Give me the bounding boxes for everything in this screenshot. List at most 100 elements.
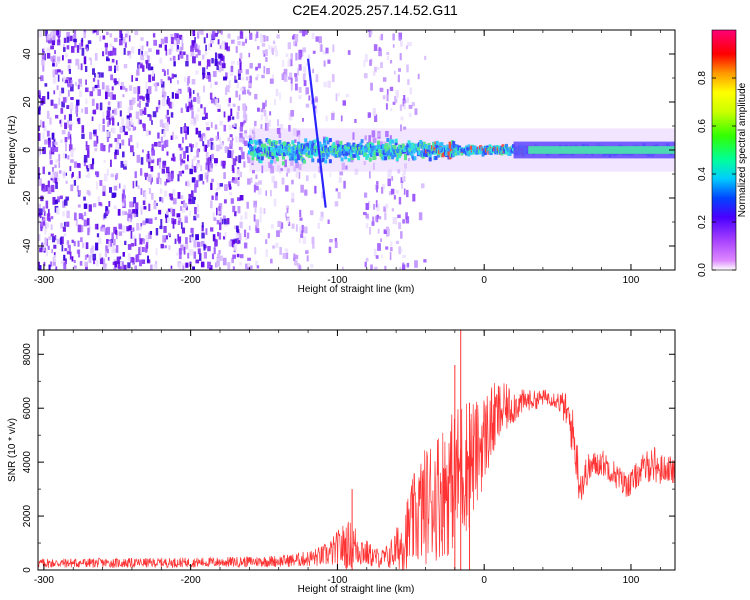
heatmap-cell [363, 192, 368, 198]
heatmap-cell [62, 55, 64, 61]
heatmap-cell [92, 253, 97, 261]
heatmap-cell [214, 52, 218, 60]
heatmap-cell [211, 195, 214, 200]
heatmap-cell [209, 137, 214, 142]
heatmap-cell [92, 86, 95, 92]
heatmap-cell [39, 119, 42, 128]
heatmap-cell [151, 192, 154, 200]
heatmap-cell [158, 157, 162, 163]
heatmap-cell [329, 238, 333, 243]
heatmap-cell [130, 231, 133, 239]
heatmap-cell [298, 49, 303, 58]
heatmap-cell [81, 125, 85, 133]
heatmap-cell [72, 147, 76, 151]
heatmap-cell [38, 146, 42, 155]
heatmap-cell [266, 122, 269, 131]
heatmap-cell [236, 111, 240, 120]
heatmap-cell [290, 53, 293, 60]
heatmap-cell [253, 126, 256, 134]
heatmap-cell [46, 52, 51, 59]
heatmap-cell [50, 177, 54, 181]
heatmap-cell [117, 139, 120, 144]
heatmap-cell [156, 177, 159, 185]
heatmap-cell [176, 252, 180, 256]
heatmap-cell [247, 178, 251, 185]
heatmap-cell [204, 134, 207, 141]
heatmap-cell [63, 153, 67, 159]
heatmap-band-cell [386, 137, 390, 142]
heatmap-cell [75, 106, 78, 114]
heatmap-cell [207, 43, 211, 51]
heatmap-cell [40, 226, 43, 232]
heatmap-cell [102, 191, 106, 196]
heatmap-band-cell [368, 157, 372, 162]
heatmap-cell [109, 143, 113, 148]
heatmap-cell [137, 93, 140, 102]
heatmap-cell [85, 242, 89, 250]
heatmap-band-cell [303, 159, 307, 164]
heatmap-cell [152, 111, 157, 118]
heatmap-cell [47, 209, 50, 217]
heatmap-cell [210, 98, 215, 104]
heatmap-cell [237, 197, 241, 202]
heatmap-cell [163, 225, 167, 233]
heatmap-cell [119, 30, 123, 38]
heatmap-cell [178, 34, 183, 40]
heatmap-cell [285, 252, 289, 260]
heatmap-cell [147, 55, 150, 63]
heatmap-cell [164, 181, 167, 186]
heatmap-cell [73, 179, 77, 186]
heatmap-cell [404, 163, 407, 170]
heatmap-cell [151, 69, 155, 77]
heatmap-cell [52, 76, 57, 84]
heatmap-cell [203, 37, 206, 44]
colorbar-tick-label: 0.0 [697, 263, 708, 277]
heatmap-cell [341, 162, 345, 170]
heatmap-cell [195, 213, 200, 218]
heatmap-cell [180, 127, 183, 134]
heatmap-cell [219, 255, 223, 262]
heatmap-band-cell [432, 142, 436, 147]
heatmap-band-cell [263, 144, 267, 149]
heatmap-cell [49, 150, 51, 155]
heatmap-cell [108, 144, 111, 153]
heatmap-cell [106, 168, 109, 176]
heatmap-cell [195, 142, 198, 148]
heatmap-cell [237, 205, 241, 214]
heatmap-cell [230, 198, 234, 204]
heatmap-cell [305, 103, 310, 108]
heatmap-cell [191, 196, 196, 205]
heatmap-cell [209, 155, 212, 162]
heatmap-cell [366, 217, 370, 221]
heatmap-cell [130, 256, 135, 263]
heatmap-cell [181, 137, 184, 144]
heatmap-cell [281, 73, 285, 81]
heatmap-cell [111, 192, 116, 198]
heatmap-cell [97, 79, 100, 88]
heatmap-cell [56, 56, 61, 62]
heatmap-cell [372, 108, 376, 116]
heatmap-cell [291, 198, 295, 203]
heatmap-cell [147, 156, 152, 164]
heatmap-cell [196, 96, 201, 104]
heatmap-cell [79, 261, 83, 266]
heatmap-cell [327, 80, 331, 88]
heatmap-cell [172, 189, 176, 197]
heatmap-cell [279, 92, 281, 100]
heatmap-cell [116, 149, 120, 155]
heatmap-cell [86, 218, 90, 226]
heatmap-band-cell [270, 146, 274, 151]
heatmap-cell [50, 45, 54, 50]
heatmap-cell [109, 43, 113, 47]
heatmap-cell [115, 142, 120, 150]
heatmap-cell [148, 161, 151, 169]
heatmap-cell [406, 189, 409, 198]
heatmap-cell [38, 234, 41, 241]
heatmap-cell [240, 122, 244, 127]
heatmap-cell [322, 136, 327, 141]
heatmap-cell [161, 123, 166, 129]
heatmap-cell [126, 226, 130, 232]
heatmap-cell [212, 31, 216, 40]
heatmap-cell [142, 200, 146, 206]
heatmap-cell [385, 203, 389, 209]
